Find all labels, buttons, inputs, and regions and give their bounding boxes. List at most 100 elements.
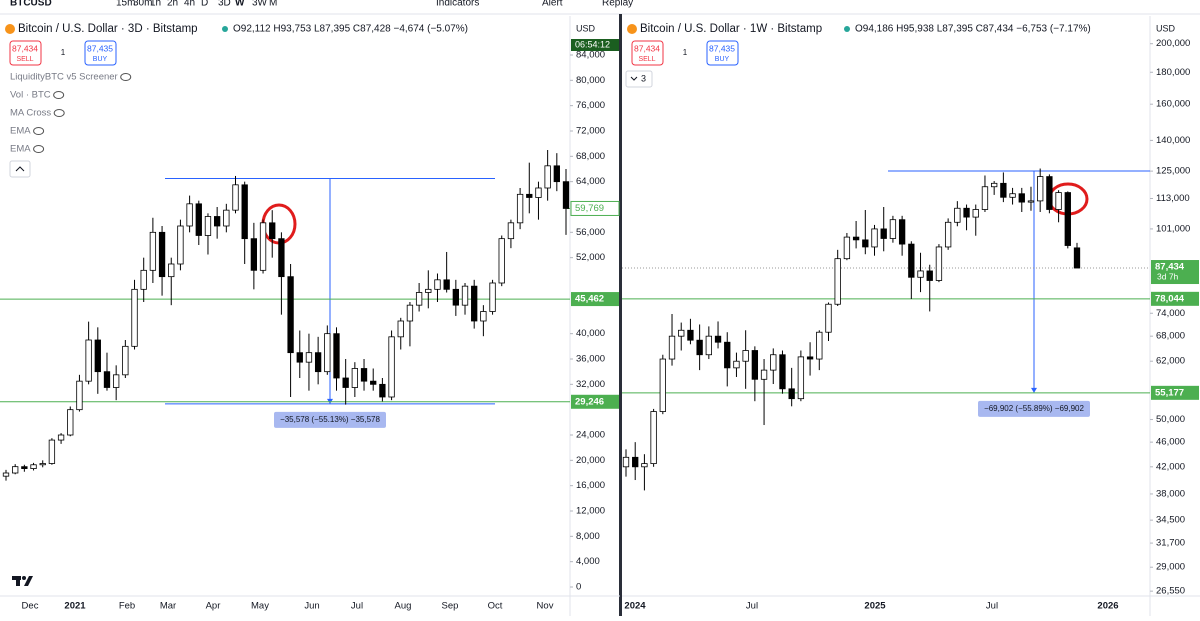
visibility-icon[interactable] bbox=[53, 109, 65, 117]
indicator-label[interactable]: EMA bbox=[10, 126, 31, 137]
measure-label: −35,578 (−55.13%) −35,578 bbox=[280, 415, 380, 424]
y-tick-label: 200,000 bbox=[1156, 38, 1190, 49]
candle-body bbox=[705, 335, 712, 356]
alert-button[interactable]: Alert bbox=[542, 0, 563, 9]
y-tick-label: 4,000 bbox=[576, 556, 600, 567]
interval-button[interactable]: 4h bbox=[184, 0, 195, 9]
interval-button[interactable]: 30m bbox=[133, 0, 152, 9]
sell-button[interactable] bbox=[631, 40, 664, 66]
x-tick-label: Feb bbox=[119, 601, 135, 612]
candle-body bbox=[333, 333, 340, 379]
candle-body bbox=[825, 303, 832, 333]
currency-label[interactable]: USD bbox=[576, 23, 596, 33]
spread: 1 bbox=[61, 48, 66, 57]
candle-body bbox=[314, 352, 322, 373]
visibility-icon[interactable] bbox=[33, 127, 45, 135]
y-tick-label: 64,000 bbox=[576, 176, 605, 187]
visibility-icon[interactable] bbox=[53, 91, 65, 99]
interval-button[interactable]: M bbox=[269, 0, 277, 9]
y-tick-label: 34,500 bbox=[1156, 515, 1185, 526]
buy-button[interactable] bbox=[84, 40, 117, 66]
y-tick-label: 74,000 bbox=[1156, 308, 1185, 319]
candle-body bbox=[724, 341, 731, 369]
y-tick-label: 31,700 bbox=[1156, 538, 1185, 549]
x-tick-label: Jul bbox=[351, 601, 363, 612]
collapse-button[interactable] bbox=[9, 160, 31, 178]
interval-button[interactable]: 3D bbox=[218, 0, 231, 9]
indicator-label[interactable]: LiquidityBTC v5 Screener bbox=[10, 72, 118, 83]
replay-button[interactable]: Replay bbox=[602, 0, 633, 9]
panel-divider bbox=[619, 14, 622, 616]
interval-button[interactable]: 3W bbox=[252, 0, 268, 9]
candle-body bbox=[770, 354, 777, 371]
candle-body bbox=[122, 345, 129, 376]
candle-body bbox=[544, 165, 551, 189]
y-tick-label: 84,000 bbox=[576, 50, 605, 61]
candle-body bbox=[406, 304, 414, 322]
indicator-label[interactable]: EMA bbox=[10, 144, 31, 155]
indicator-label[interactable]: Vol · BTC bbox=[10, 90, 51, 101]
candle-body bbox=[397, 320, 404, 338]
candle-body bbox=[296, 352, 303, 363]
y-tick-label: 40,000 bbox=[576, 328, 605, 339]
measure-label-box bbox=[274, 411, 386, 428]
price-badge bbox=[1151, 385, 1199, 400]
candle-body bbox=[21, 466, 28, 469]
x-tick-label: 2021 bbox=[64, 601, 86, 612]
symbol-icon bbox=[5, 24, 15, 34]
x-tick-label: 2026 bbox=[1097, 601, 1118, 612]
candle-body bbox=[498, 238, 505, 284]
interval-button[interactable]: D bbox=[201, 0, 208, 9]
indicator-label[interactable]: MA Cross bbox=[10, 108, 51, 119]
candle-body bbox=[278, 238, 285, 278]
candle-body bbox=[168, 263, 175, 278]
candle-body bbox=[991, 182, 998, 188]
y-tick-label: 32,000 bbox=[576, 379, 605, 390]
candle-body bbox=[687, 329, 694, 341]
expand-button[interactable] bbox=[625, 70, 653, 88]
sell-label: SELL bbox=[638, 56, 655, 63]
interval-button[interactable]: 1h bbox=[150, 0, 161, 9]
visibility-icon[interactable] bbox=[120, 73, 132, 81]
candle-body bbox=[696, 339, 703, 356]
price-badge-label: 55,177 bbox=[1155, 387, 1184, 398]
x-tick-label: 2025 bbox=[864, 601, 886, 612]
candle-body bbox=[39, 463, 46, 466]
candle-body bbox=[742, 350, 749, 362]
chart-title[interactable]: Bitcoin / U.S. Dollar · 3D · Bitstamp bbox=[18, 23, 198, 35]
candle-body bbox=[843, 236, 851, 260]
toolbar bbox=[0, 0, 1200, 14]
symbol[interactable]: BTCUSD bbox=[10, 0, 52, 9]
candle-body bbox=[324, 333, 331, 373]
interval-button[interactable]: 15m bbox=[116, 0, 135, 9]
buy-price: 87,435 bbox=[709, 43, 735, 53]
collapse-icon bbox=[15, 166, 25, 172]
interval-button[interactable]: 2h bbox=[167, 0, 178, 9]
spread: 1 bbox=[683, 48, 688, 57]
chart-title[interactable]: Bitcoin / U.S. Dollar · 1W · Bitstamp bbox=[640, 23, 822, 35]
candle-body bbox=[443, 279, 450, 290]
visibility-icon[interactable] bbox=[33, 145, 45, 153]
y-tick-label: 8,000 bbox=[576, 531, 600, 542]
y-tick-label: 42,000 bbox=[1156, 461, 1185, 472]
y-tick-label: 160,000 bbox=[1156, 99, 1190, 110]
candle-body bbox=[480, 311, 487, 322]
candle-body bbox=[489, 282, 496, 312]
candle-body bbox=[67, 409, 74, 436]
ohlc-values: O92,112 H93,753 L87,395 C87,428 −4,674 (… bbox=[233, 24, 468, 35]
y-tick-label: 38,000 bbox=[1156, 488, 1185, 499]
candle-body bbox=[834, 258, 841, 305]
currency-label[interactable]: USD bbox=[1156, 23, 1176, 33]
candle-body bbox=[871, 228, 878, 248]
candle-body bbox=[981, 186, 989, 210]
x-tick-label: May bbox=[251, 601, 269, 612]
candle-body bbox=[425, 288, 432, 293]
indicators-button[interactable]: Indicators bbox=[436, 0, 479, 9]
market-status bbox=[222, 26, 228, 32]
candle-body bbox=[1064, 192, 1071, 246]
candle-body bbox=[287, 276, 294, 354]
interval-button[interactable]: W bbox=[235, 0, 245, 9]
sell-button[interactable] bbox=[9, 40, 42, 66]
candle-body bbox=[177, 225, 184, 265]
buy-button[interactable] bbox=[706, 40, 739, 66]
